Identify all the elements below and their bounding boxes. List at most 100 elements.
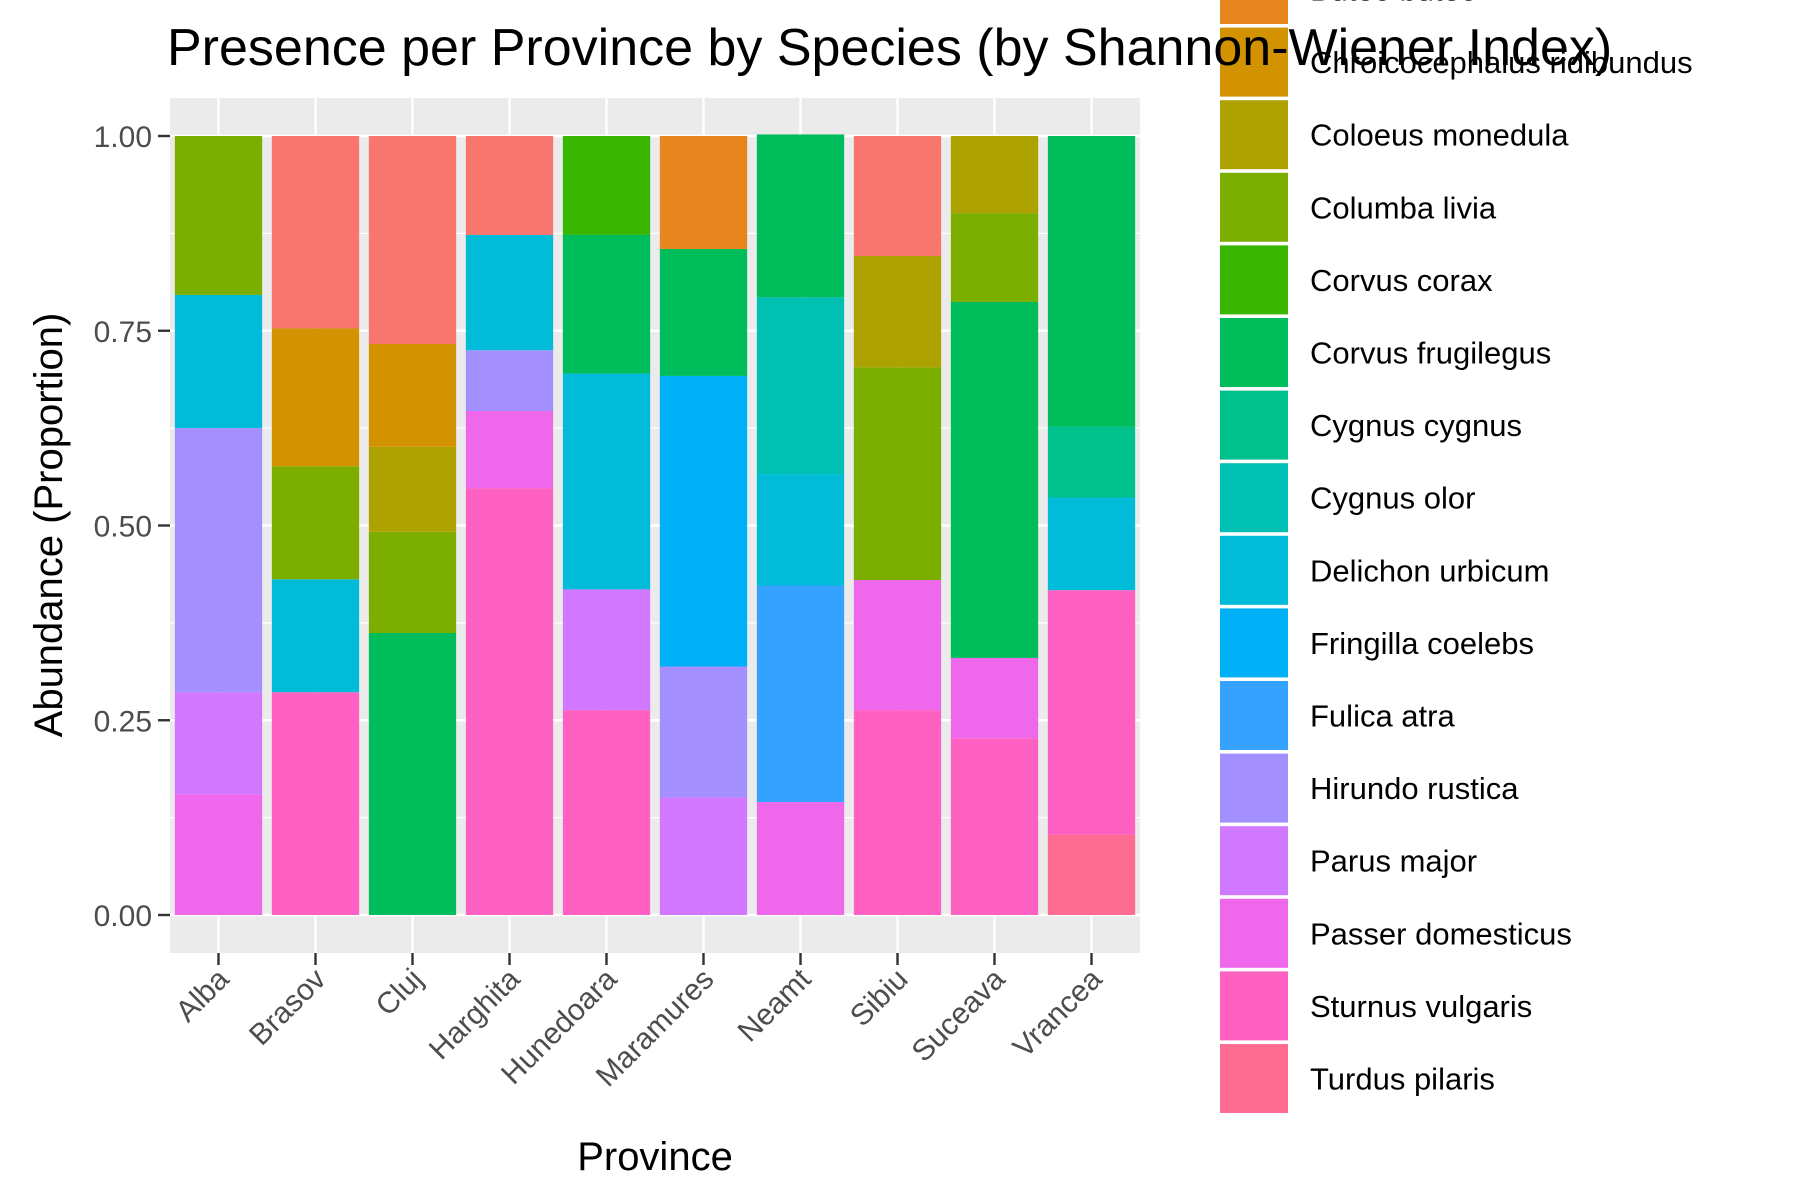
bar-segment [756,474,845,586]
legend-key [1220,753,1288,823]
bar-segment [174,794,263,915]
x-tick-label: Vrancea [1007,962,1109,1064]
bar-segment [271,692,360,915]
bar-segment [659,375,748,667]
y-axis-title: Abundance (Proportion) [27,313,71,738]
legend-label: Parus major [1310,844,1477,879]
y-tick-label: 1.00 [94,121,152,154]
bar-segment [465,410,554,489]
bar-segment [562,234,651,374]
bar-segment [853,367,942,581]
legend-label: Fulica atra [1310,699,1455,734]
legend-label: Delichon urbicum [1310,553,1550,588]
legend-key [1220,971,1288,1041]
bar-segment [271,328,360,467]
bar-segment [1047,136,1136,427]
bar-segment [1047,590,1136,835]
bar-segment [465,350,554,411]
bar-segment [174,692,263,795]
bar-segment [659,136,748,249]
legend-key [1220,898,1288,968]
legend-key [1220,390,1288,460]
bar-segment [271,136,360,329]
bars [174,134,1136,915]
legend-label: Buteo buteo [1310,0,1477,8]
bar-segment [853,136,942,256]
bar-segment [1047,426,1136,498]
legend-key [1220,172,1288,242]
bar-segment [271,466,360,580]
legend-label: Turdus pilaris [1310,1062,1495,1097]
legend-key [1220,100,1288,170]
bar-segment [465,136,554,235]
bar-segment [465,234,554,351]
x-tick-label: Sibiu [844,963,915,1034]
legend-key [1220,535,1288,605]
bar-segment [562,136,651,235]
bar-segment [756,134,845,298]
bar-segment [562,589,651,711]
legend-label: Passer domesticus [1310,916,1572,951]
x-tick-label: Cluj [370,963,430,1023]
bar-segment [756,585,845,803]
bar-segment [271,579,360,693]
legend-label: Hirundo rustica [1310,771,1519,806]
legend-key [1220,608,1288,678]
legend-key [1220,0,1288,24]
bar-segment [950,301,1039,658]
bar-segment [368,531,457,634]
bar-segment [659,248,748,376]
legend-key [1220,1044,1288,1113]
bar-segment [1047,834,1136,915]
bar-segment [950,738,1039,915]
bar-segment [756,297,845,475]
bar-segment [368,343,457,447]
legend-key [1220,245,1288,315]
y-tick-label: 0.75 [94,316,152,349]
bar-segment [465,488,554,915]
bar-segment [659,797,748,915]
legend: Turdus pilaris Sturnus vulgaris Passer dom… [1220,0,1693,1113]
legend-label: Corvus corax [1310,263,1493,298]
bar-segment [562,710,651,915]
legend-key [1220,826,1288,896]
bar-segment [950,213,1039,302]
chart-title: Presence per Province by Species (by Sha… [167,19,1612,77]
bar-segment [368,446,457,532]
legend-label: Corvus frugilegus [1310,336,1551,371]
bar-segment [368,633,457,915]
bar-segment [1047,497,1136,591]
bar-segment [174,428,263,693]
bar-segment [950,657,1039,739]
bar-segment [853,255,942,368]
bar-segment [562,373,651,590]
y-tick-label: 0.50 [94,511,152,544]
legend-label: Cygnus olor [1310,481,1475,516]
bar-segment [174,294,263,429]
bar-segment [756,802,845,915]
bar-segment [950,136,1039,214]
legend-key [1220,27,1288,97]
legend-label: Coloeus monedula [1310,118,1569,153]
x-tick-label: Neamt [732,962,818,1048]
legend-label: Fringilla coelebs [1310,626,1534,661]
legend-key [1220,681,1288,750]
x-tick-label: Alba [170,962,236,1028]
y-tick-label: 0.25 [94,705,152,738]
x-axis-title: Province [577,1135,733,1179]
legend-key [1220,318,1288,387]
legend-key [1220,463,1288,533]
legend-label: Sturnus vulgaris [1310,989,1532,1024]
bar-segment [368,136,457,344]
x-tick-label: Brasov [243,963,332,1052]
y-tick-label: 0.00 [94,900,152,933]
bar-segment [174,136,263,295]
x-tick-label: Suceava [906,962,1012,1068]
legend-label: Chroicocephalus ridibundus [1310,45,1693,80]
bar-segment [853,580,942,711]
bar-segment [853,710,942,915]
bar-segment [659,666,748,798]
legend-label: Cygnus cygnus [1310,408,1522,443]
